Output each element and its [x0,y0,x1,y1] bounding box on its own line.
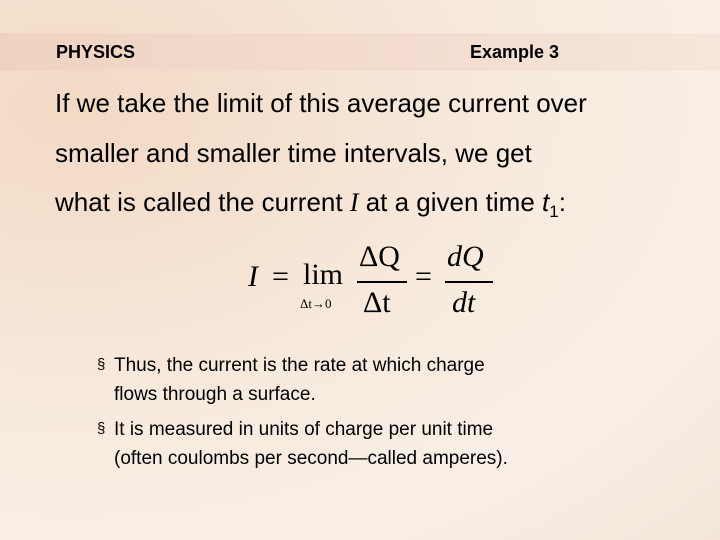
paragraph-line: what is called the current I at a given … [55,187,566,222]
eq-denominator: dt [452,286,476,319]
symbol: t [542,187,550,217]
eq-equals: = [415,260,432,293]
example-label: Example 3 [470,42,560,62]
text: at a given time [358,187,543,217]
bullet-text: (often coulombs per second—called ampere… [114,448,508,469]
bullet-marker: § [97,356,106,373]
symbol: I [349,188,359,217]
bullet-text: flows through a surface. [114,384,316,405]
fraction-bar [357,281,407,283]
eq-equals: = [272,260,289,293]
eq-numerator: dQ [447,240,484,273]
eq-limit-sub: Δt→0 [300,296,332,311]
fraction-bar [445,281,493,283]
text: : [558,187,566,217]
paragraph-line: smaller and smaller time intervals, we g… [55,138,532,168]
bullet-text: It is measured in units of charge per un… [114,419,494,440]
subscript: 1 [549,202,559,222]
eq-limit: lim [303,258,344,291]
paragraph-line: If we take the limit of this average cur… [55,88,587,118]
eq-symbol: I [248,260,258,293]
bullet-text: Thus, the current is the rate at which c… [114,355,485,376]
bullet-marker: § [97,420,106,437]
subject-label: PHYSICS [56,42,136,62]
text: what is called the current [55,187,350,217]
eq-numerator: ΔQ [359,240,400,273]
header-band [0,33,720,71]
eq-denominator: Δt [363,286,391,319]
